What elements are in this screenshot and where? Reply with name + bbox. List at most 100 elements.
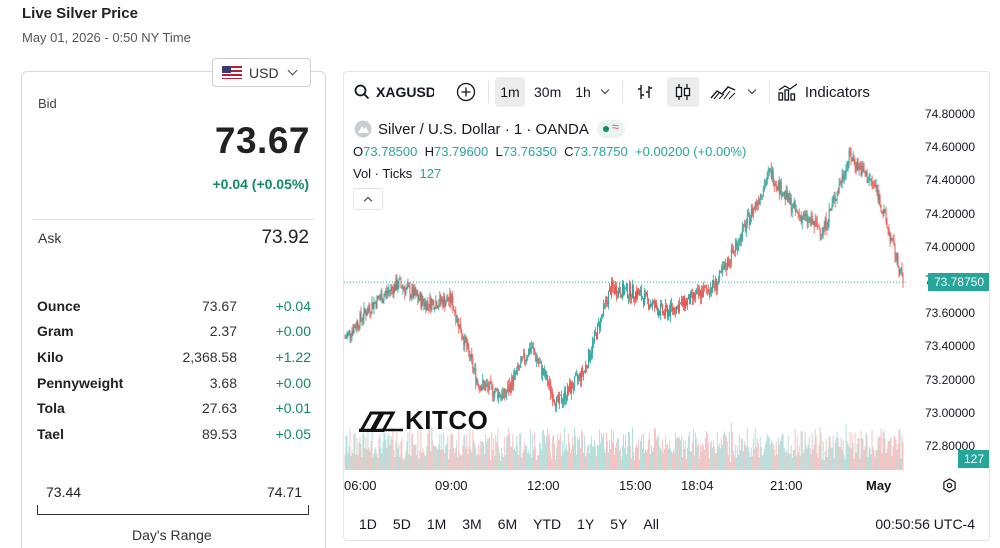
range-button-ytd[interactable]: YTD [533, 516, 562, 532]
candle-body [804, 214, 806, 216]
candle-body [872, 182, 874, 184]
area-style-button[interactable] [705, 77, 741, 107]
unit-row: Kilo 2,368.58 +1.22 [37, 344, 311, 370]
candle-body [680, 299, 682, 303]
interval-1h[interactable]: 1h [575, 84, 591, 100]
candle-body [537, 358, 539, 363]
range-button-all[interactable]: All [643, 516, 659, 532]
divider [32, 219, 315, 220]
candle-body [899, 269, 901, 275]
volume-bar [454, 452, 456, 470]
volume-bar [530, 428, 532, 470]
volume-bar [344, 454, 346, 470]
candle-body [610, 287, 612, 295]
range-button-6m[interactable]: 6M [497, 516, 518, 532]
volume-bar [561, 455, 563, 470]
interval-30m[interactable]: 30m [534, 84, 562, 100]
range-button-3m[interactable]: 3M [462, 516, 482, 532]
candle-body [746, 215, 748, 225]
candle-body [784, 191, 786, 200]
candle-body [463, 339, 465, 347]
candle-body [828, 209, 830, 223]
range-button-1d[interactable]: 1D [359, 516, 377, 532]
compare-button[interactable] [456, 77, 476, 107]
range-button-1y[interactable]: 1Y [577, 516, 595, 532]
candle-body [372, 302, 374, 309]
candle-body [471, 354, 473, 360]
volume-bar [847, 444, 849, 470]
volume-bar [771, 442, 773, 470]
volume-bar [552, 436, 554, 470]
volume-bar [512, 434, 514, 470]
candlestick-icon [675, 84, 690, 100]
candle-body [469, 351, 471, 360]
candle-body [878, 194, 880, 201]
candle-body [747, 213, 749, 216]
symbol-input[interactable]: XAGUSD [376, 84, 434, 100]
volume-bar [729, 461, 731, 470]
volume-bar [574, 426, 576, 470]
volume-bar [462, 445, 464, 470]
candle-body [717, 279, 719, 285]
volume-bar [844, 459, 846, 470]
price-chart[interactable] [344, 72, 990, 541]
volume-bar [495, 435, 497, 470]
indicators-button[interactable]: Indicators [778, 77, 870, 107]
volume-bar [423, 452, 425, 470]
volume-bar [671, 453, 673, 470]
market-status-badge[interactable]: ≈ [596, 119, 625, 138]
candle-body [690, 292, 692, 294]
volume-bar [557, 434, 559, 470]
candle-body [596, 332, 598, 339]
bars-style-button[interactable] [631, 77, 659, 107]
chart-settings-button[interactable] [942, 478, 957, 498]
candle-body [738, 243, 740, 245]
volume-bar [562, 441, 564, 470]
candle-body [373, 302, 375, 309]
candle-body [485, 384, 487, 391]
volume-bar [760, 446, 762, 470]
volume-bar [836, 431, 838, 470]
unit-name: Ounce [37, 297, 81, 314]
collapse-legend-button[interactable] [353, 188, 383, 210]
volume-bar [787, 435, 789, 470]
chart-clock[interactable]: 00:50:56 UTC-4 [875, 516, 975, 532]
interval-1m[interactable]: 1m [495, 77, 525, 107]
range-button-5y[interactable]: 5Y [610, 516, 628, 532]
currency-select[interactable]: USD [212, 58, 311, 87]
candle-body [367, 308, 369, 315]
range-button-1m[interactable]: 1M [426, 516, 447, 532]
unit-name: Kilo [37, 348, 64, 365]
candles-style-button[interactable] [666, 77, 699, 107]
volume-bar [429, 427, 431, 470]
candle-body [711, 279, 713, 292]
volume-bar [475, 447, 477, 470]
candle-body [860, 167, 862, 176]
candle-body [435, 301, 437, 309]
candle-body [388, 290, 390, 292]
candle-body [709, 287, 711, 296]
candle-body [591, 352, 593, 356]
candle-body [513, 374, 515, 387]
candle-body [364, 308, 366, 313]
candle-body [795, 209, 797, 211]
candle-body [562, 403, 564, 404]
candle-body [483, 380, 485, 384]
candle-body [852, 157, 854, 161]
volume-bar [372, 456, 374, 470]
candle-body [421, 296, 423, 308]
candle-body [582, 368, 584, 375]
volume-bar [477, 453, 479, 470]
candle-body [473, 369, 475, 371]
volume-bar [785, 449, 787, 470]
volume-bar [750, 447, 752, 470]
volume-bar [882, 432, 884, 470]
range-button-5d[interactable]: 5D [392, 516, 411, 532]
candle-body [806, 213, 808, 223]
symbol-search[interactable]: XAGUSD [354, 77, 434, 107]
candle-body [830, 208, 832, 211]
volume-bar [467, 453, 469, 470]
volume-bar [899, 429, 901, 470]
volume-bar [476, 455, 478, 470]
candle-body [572, 382, 574, 389]
